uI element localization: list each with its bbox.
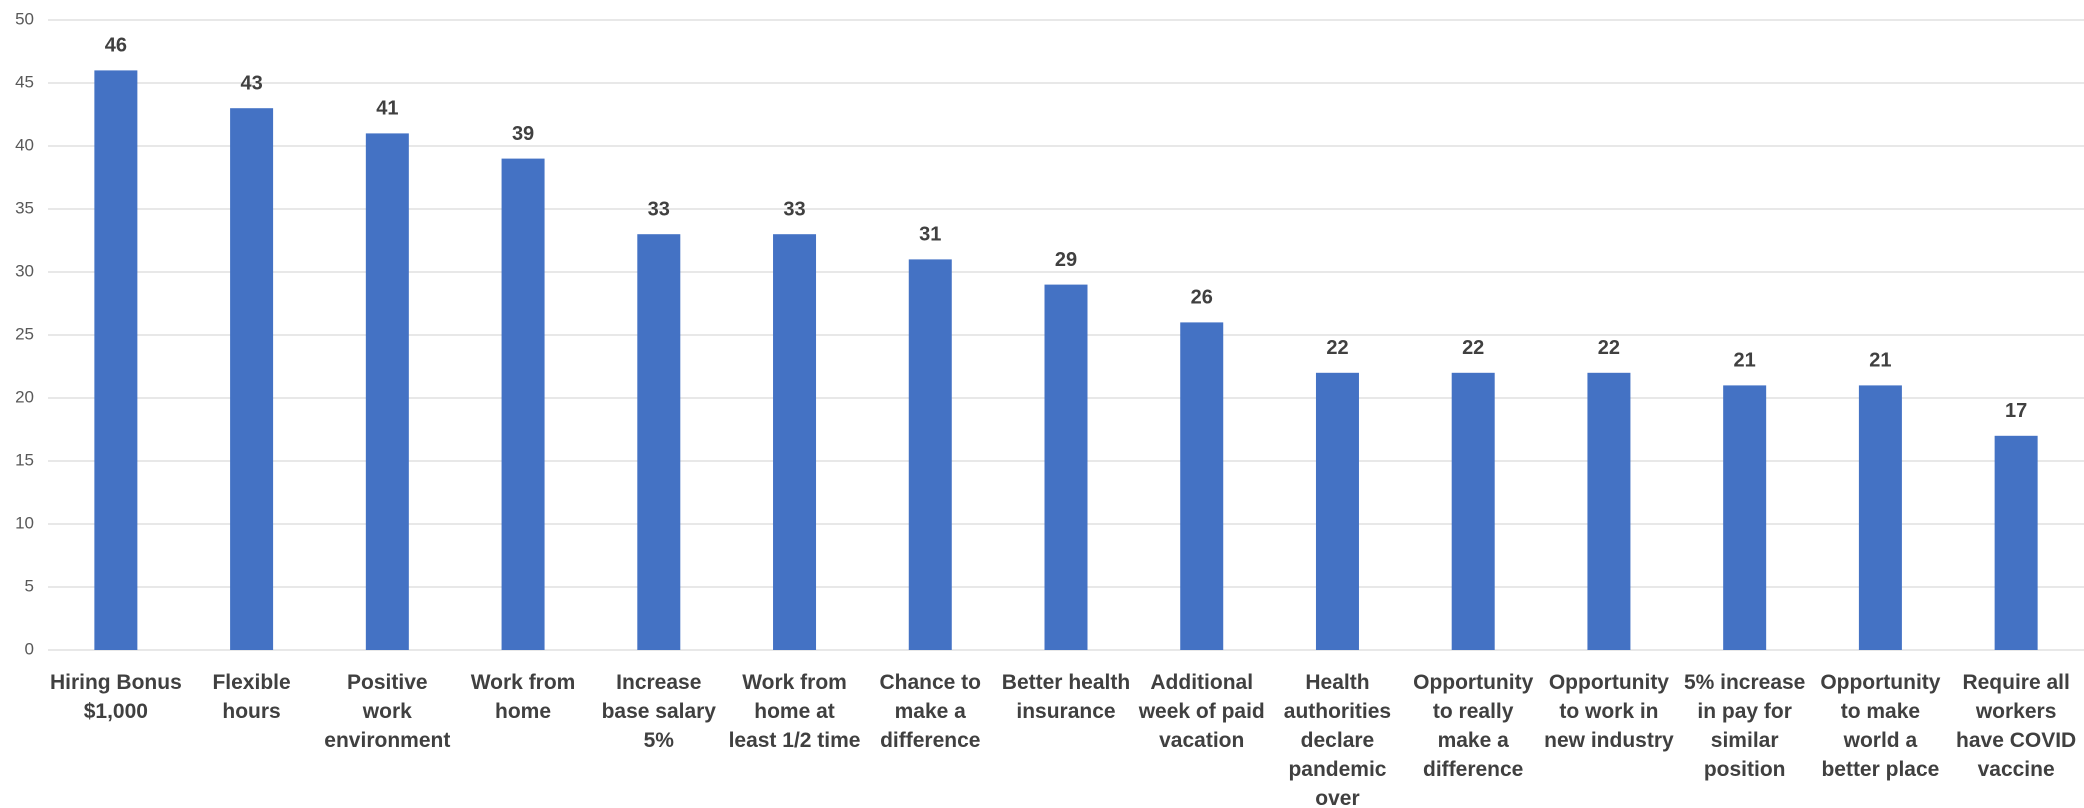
x-tick-label: 5% increase in pay for similar position [1683, 671, 1806, 781]
x-tick-label: Work from home at least 1/2 time [728, 671, 861, 752]
x-tick-label-box: Better health insurance [1001, 671, 1131, 723]
x-tick-label: Work from home [470, 671, 576, 723]
x-tick-label-box: Require all workers have COVID vaccine [1956, 671, 2077, 781]
x-tick-label-box: 5% increase in pay for similar position [1683, 671, 1806, 781]
value-label: 41 [376, 98, 398, 120]
x-tick-label: Health authorities declare pandemic over [1283, 671, 1392, 808]
x-tick-label-box: Positive work environment [324, 671, 451, 752]
value-label: 43 [240, 72, 262, 94]
y-tick-label: 20 [15, 387, 34, 406]
y-tick-label: 30 [15, 261, 34, 280]
x-tick-label-box: Hiring Bonus $1,000 [49, 671, 182, 723]
x-tick-label-box: Health authorities declare pandemic over [1283, 671, 1392, 808]
bar [1044, 284, 1088, 650]
value-label: 22 [1462, 337, 1484, 359]
bar [1587, 372, 1631, 650]
x-tick-label-box: Opportunity to make world a better place [1820, 671, 1941, 781]
value-label: 21 [1734, 350, 1756, 372]
y-tick-label: 0 [25, 639, 34, 658]
x-tick-label-box: Opportunity to work in new industry [1544, 671, 1674, 752]
x-tick-label: Chance to make a difference [879, 671, 981, 752]
y-tick-label: 40 [15, 135, 34, 154]
bar [908, 259, 952, 650]
bar [1451, 372, 1495, 650]
x-tick-label: Hiring Bonus $1,000 [49, 671, 182, 723]
x-tick-label-box: Opportunity to really make a difference [1413, 671, 1534, 781]
bar [1315, 372, 1359, 650]
value-label: 33 [648, 198, 670, 220]
bar [501, 158, 545, 650]
x-tick-label: Opportunity to work in new industry [1544, 671, 1674, 752]
bar [94, 70, 138, 650]
bar [365, 133, 409, 650]
value-label: 46 [105, 35, 127, 57]
x-tick-label: Increase base salary 5% [601, 671, 716, 752]
x-tick-label: Positive work environment [324, 671, 451, 752]
y-tick-label: 5 [25, 576, 34, 595]
bar [230, 108, 274, 650]
bar [1180, 322, 1224, 650]
x-tick-label-box: Increase base salary 5% [601, 671, 716, 752]
x-tick-label: Flexible hours [212, 671, 291, 723]
x-tick-label: Better health insurance [1001, 671, 1131, 723]
x-tick-label-box: Additional week of paid vacation [1138, 671, 1265, 752]
bar [1858, 385, 1902, 650]
value-label: 31 [919, 224, 941, 246]
y-tick-label: 15 [15, 450, 34, 469]
x-tick-label: Opportunity to really make a difference [1413, 671, 1534, 781]
value-label: 22 [1326, 337, 1348, 359]
y-tick-label: 45 [15, 72, 34, 91]
y-tick-label: 25 [15, 324, 34, 343]
value-label: 26 [1191, 287, 1213, 309]
bar [1994, 435, 2038, 650]
y-tick-label: 10 [15, 513, 34, 532]
x-tick-label: Require all workers have COVID vaccine [1956, 671, 2077, 781]
value-label: 33 [783, 198, 805, 220]
x-tick-label-box: Flexible hours [212, 671, 291, 723]
value-label: 29 [1055, 249, 1077, 271]
value-label: 21 [1869, 350, 1891, 372]
x-tick-label-box: Work from home at least 1/2 time [728, 671, 861, 752]
x-tick-label: Opportunity to make world a better place [1820, 671, 1941, 781]
value-label: 17 [2005, 400, 2027, 422]
bar [1723, 385, 1767, 650]
bar [637, 234, 681, 650]
y-tick-label: 50 [15, 9, 34, 28]
value-label: 39 [512, 123, 534, 145]
bar [773, 234, 817, 650]
x-tick-label: Additional week of paid vacation [1138, 671, 1265, 752]
value-label: 22 [1598, 337, 1620, 359]
y-tick-label: 35 [15, 198, 34, 217]
x-tick-label-box: Work from home [470, 671, 576, 723]
x-tick-label-box: Chance to make a difference [879, 671, 981, 752]
